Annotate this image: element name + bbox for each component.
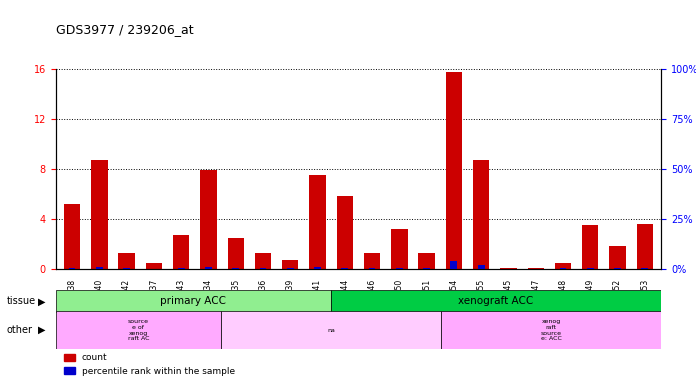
Bar bbox=[200, 170, 216, 269]
Bar bbox=[282, 260, 299, 269]
Bar bbox=[500, 268, 516, 269]
Bar bbox=[560, 268, 567, 269]
Bar bbox=[364, 253, 380, 269]
Bar bbox=[91, 160, 107, 269]
Bar bbox=[145, 263, 162, 269]
Bar bbox=[173, 235, 189, 269]
Bar bbox=[582, 225, 599, 269]
Bar bbox=[418, 253, 435, 269]
Bar bbox=[450, 261, 457, 269]
Bar bbox=[342, 268, 348, 269]
Bar bbox=[473, 160, 489, 269]
Bar bbox=[228, 238, 244, 269]
Bar bbox=[642, 268, 648, 269]
Bar bbox=[391, 229, 408, 269]
Bar bbox=[314, 267, 321, 269]
Bar bbox=[477, 265, 484, 269]
Bar bbox=[64, 204, 80, 269]
Text: ▶: ▶ bbox=[38, 296, 46, 306]
Bar bbox=[260, 268, 267, 269]
Legend: count, percentile rank within the sample: count, percentile rank within the sample bbox=[60, 350, 239, 379]
Bar bbox=[587, 268, 594, 269]
Bar bbox=[369, 268, 375, 269]
Text: primary ACC: primary ACC bbox=[160, 296, 226, 306]
Text: other: other bbox=[7, 325, 33, 335]
Bar bbox=[205, 267, 212, 269]
Bar bbox=[555, 263, 571, 269]
Bar bbox=[445, 71, 462, 269]
FancyBboxPatch shape bbox=[56, 311, 221, 349]
Bar bbox=[309, 175, 326, 269]
Text: tissue: tissue bbox=[7, 296, 36, 306]
FancyBboxPatch shape bbox=[56, 290, 331, 313]
Bar bbox=[118, 253, 135, 269]
Bar bbox=[614, 268, 621, 269]
Bar bbox=[423, 268, 430, 269]
Text: na: na bbox=[327, 328, 335, 333]
Text: GDS3977 / 239206_at: GDS3977 / 239206_at bbox=[56, 23, 193, 36]
FancyBboxPatch shape bbox=[441, 311, 661, 349]
Text: ▶: ▶ bbox=[38, 325, 46, 335]
Bar bbox=[123, 268, 130, 269]
Bar bbox=[232, 268, 239, 269]
Text: source
e of
xenog
raft AC: source e of xenog raft AC bbox=[127, 319, 149, 341]
Bar bbox=[69, 268, 75, 269]
Bar bbox=[396, 268, 403, 269]
Bar bbox=[337, 197, 353, 269]
Bar bbox=[637, 224, 653, 269]
FancyBboxPatch shape bbox=[221, 311, 441, 349]
Bar bbox=[96, 267, 103, 269]
Text: xenograft ACC: xenograft ACC bbox=[459, 296, 534, 306]
Bar bbox=[528, 268, 544, 269]
Bar bbox=[610, 247, 626, 269]
Bar bbox=[287, 268, 294, 269]
Text: xenog
raft
source
e: ACC: xenog raft source e: ACC bbox=[541, 319, 562, 341]
Bar bbox=[177, 268, 184, 269]
FancyBboxPatch shape bbox=[331, 290, 661, 313]
Bar bbox=[255, 253, 271, 269]
